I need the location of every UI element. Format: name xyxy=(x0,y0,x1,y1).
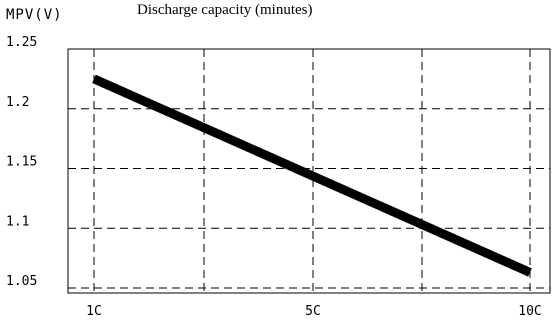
y-tick-label: 1.1 xyxy=(6,214,29,229)
series-line xyxy=(92,74,532,277)
x-axis-ticks: 1C 5C 10C xyxy=(86,304,542,319)
chart-title: Discharge capacity (minutes) xyxy=(137,2,313,18)
y-tick-label: 1.05 xyxy=(6,274,37,289)
y-axis-ticks: 1.25 1.2 1.15 1.1 1.05 xyxy=(6,35,37,289)
x-tick-label: 5C xyxy=(305,304,321,319)
series-group xyxy=(92,74,532,277)
x-tick-label: 10C xyxy=(518,304,541,319)
grid xyxy=(68,49,550,293)
y-tick-label: 1.2 xyxy=(6,95,29,110)
y-tick-label: 1.25 xyxy=(6,35,37,50)
y-tick-label: 1.15 xyxy=(6,155,37,170)
y-axis-label: MPV(V) xyxy=(6,7,63,23)
plot-area-frame xyxy=(67,48,551,294)
x-tick-label: 1C xyxy=(86,304,102,319)
